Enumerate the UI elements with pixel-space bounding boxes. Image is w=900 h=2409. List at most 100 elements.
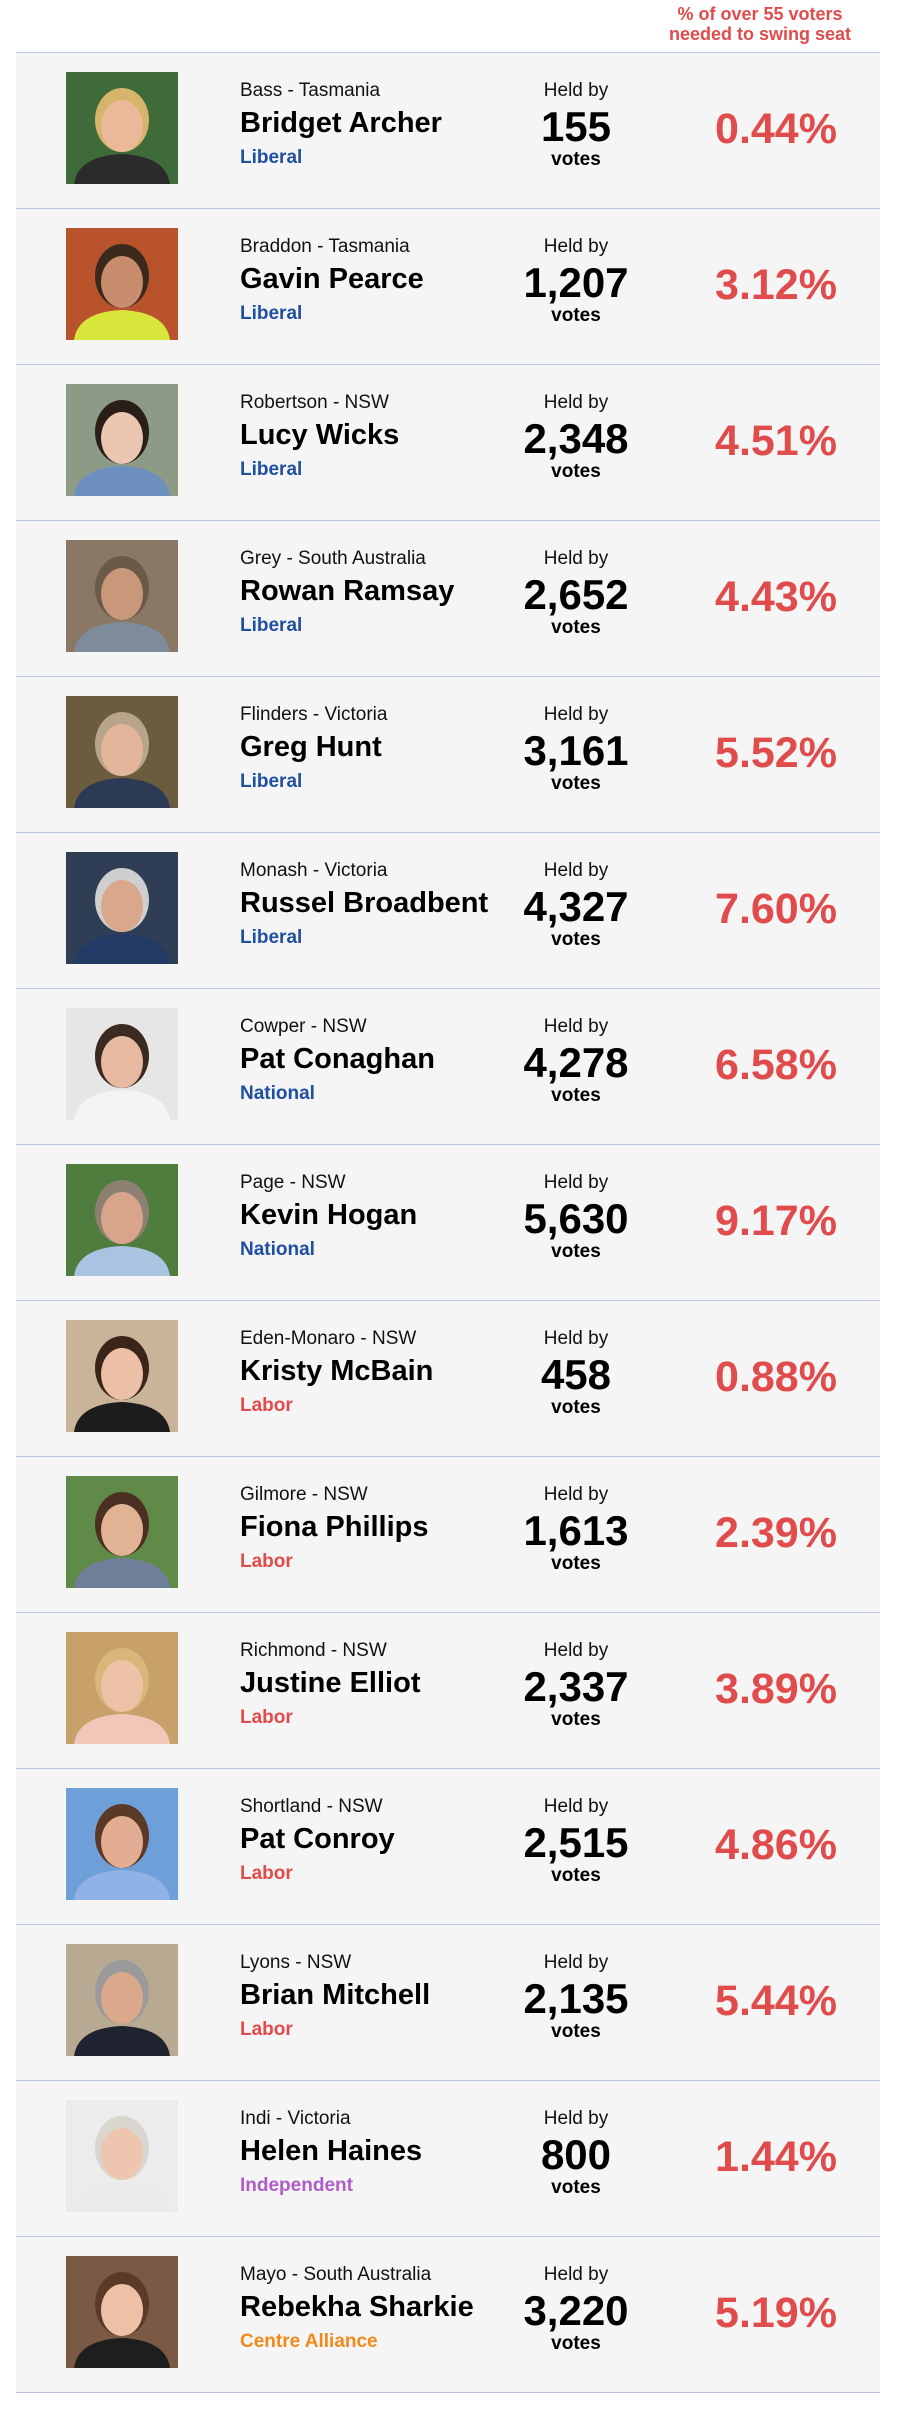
- swing-percent: 4.51%: [715, 417, 837, 465]
- candidate-name: Russel Broadbent: [240, 887, 489, 919]
- portrait-face: [101, 568, 143, 620]
- portrait-image: [66, 1320, 178, 1432]
- candidate-name: Greg Hunt: [240, 731, 382, 763]
- candidate-photo: [66, 228, 178, 340]
- party-name: Centre Alliance: [240, 2331, 378, 2352]
- votes-label: votes: [551, 1553, 601, 1574]
- seat-name: Robertson - NSW: [240, 392, 389, 413]
- seat-name: Braddon - Tasmania: [240, 236, 410, 257]
- margin-votes: 2,515: [523, 1819, 629, 1866]
- candidate-photo: [66, 1320, 178, 1432]
- party-name: Labor: [240, 1551, 293, 1572]
- portrait-face: [101, 1972, 143, 2024]
- table-row: Flinders - Victoria Greg Hunt Liberal He…: [16, 677, 880, 833]
- portrait-face: [101, 2128, 143, 2180]
- seat-name: Monash - Victoria: [240, 860, 388, 881]
- table-row: Page - NSW Kevin Hogan National Held by …: [16, 1145, 880, 1301]
- table-row: Richmond - NSW Justine Elliot Labor Held…: [16, 1613, 880, 1769]
- swing-percent: 9.17%: [715, 1197, 837, 1245]
- table-row: Monash - Victoria Russel Broadbent Liber…: [16, 833, 880, 989]
- votes-label: votes: [551, 2021, 601, 2042]
- seat-name: Page - NSW: [240, 1172, 346, 1193]
- portrait-shoulders: [74, 2338, 170, 2368]
- candidate-photo: [66, 852, 178, 964]
- party-name: Liberal: [240, 615, 303, 636]
- portrait-shoulders: [74, 622, 170, 652]
- candidate-photo: [66, 384, 178, 496]
- swing-percent: 6.58%: [715, 1041, 837, 1089]
- portrait-face: [101, 1660, 143, 1712]
- seat-name: Eden-Monaro - NSW: [240, 1328, 417, 1349]
- portrait-shoulders: [74, 1870, 170, 1900]
- margin-votes: 155: [540, 103, 612, 150]
- portrait-shoulders: [74, 2026, 170, 2056]
- held-by-label: Held by: [543, 1796, 609, 1817]
- portrait-image: [66, 1788, 178, 1900]
- candidate-name: Rebekha Sharkie: [240, 2291, 474, 2323]
- swing-percent: 2.39%: [715, 1509, 837, 1557]
- candidate-info: Mayo - South Australia Rebekha Sharkie C…: [240, 2264, 540, 2354]
- swing-percent: 5.52%: [715, 729, 837, 777]
- held-by-label: Held by: [543, 1172, 609, 1193]
- portrait-image: [66, 1164, 178, 1276]
- party-name: Liberal: [240, 771, 303, 792]
- held-by-label: Held by: [543, 2264, 609, 2285]
- held-by-label: Held by: [543, 1484, 609, 1505]
- table-row: Mayo - South Australia Rebekha Sharkie C…: [16, 2237, 880, 2393]
- party-name: Liberal: [240, 927, 303, 948]
- candidate-name: Kristy McBain: [240, 1355, 434, 1387]
- portrait-shoulders: [74, 778, 170, 808]
- portrait-image: [66, 540, 178, 652]
- swing-percent: 3.89%: [715, 1665, 837, 1713]
- candidate-info: Indi - Victoria Helen Haines Independent: [240, 2108, 540, 2198]
- portrait-face: [101, 880, 143, 932]
- party-name: Labor: [240, 1863, 293, 1884]
- held-margin: Held by 2,515 votes: [486, 1796, 666, 1887]
- candidate-name: Bridget Archer: [240, 107, 442, 139]
- seat-name: Flinders - Victoria: [240, 704, 388, 725]
- held-by-label: Held by: [543, 236, 609, 257]
- votes-label: votes: [551, 617, 601, 638]
- candidate-name: Gavin Pearce: [240, 263, 424, 295]
- portrait-face: [101, 2284, 143, 2336]
- seat-name: Shortland - NSW: [240, 1796, 383, 1817]
- held-by-label: Held by: [543, 548, 609, 569]
- candidate-name: Pat Conroy: [240, 1823, 395, 1855]
- swing-percent: 5.44%: [715, 1977, 837, 2025]
- table-row: Grey - South Australia Rowan Ramsay Libe…: [16, 521, 880, 677]
- swing-percent: 5.19%: [715, 2289, 837, 2337]
- candidate-name: Lucy Wicks: [240, 419, 400, 451]
- seat-name: Cowper - NSW: [240, 1016, 367, 1037]
- margin-votes: 1,613: [523, 1507, 629, 1554]
- votes-label: votes: [551, 305, 601, 326]
- portrait-shoulders: [74, 310, 170, 340]
- portrait-shoulders: [74, 1090, 170, 1120]
- candidate-photo: [66, 696, 178, 808]
- held-margin: Held by 458 votes: [486, 1328, 666, 1419]
- candidate-info: Lyons - NSW Brian Mitchell Labor: [240, 1952, 540, 2042]
- margin-votes: 800: [540, 2131, 612, 2178]
- portrait-face: [101, 256, 143, 308]
- party-name: Independent: [240, 2175, 353, 2196]
- candidate-info: Page - NSW Kevin Hogan National: [240, 1172, 540, 1262]
- table-header: % of over 55 voters needed to swing seat: [0, 0, 900, 52]
- held-by-label: Held by: [543, 704, 609, 725]
- portrait-image: [66, 2100, 178, 2212]
- portrait-face: [101, 100, 143, 152]
- votes-label: votes: [551, 1085, 601, 1106]
- margin-votes: 3,161: [523, 727, 629, 774]
- held-margin: Held by 3,161 votes: [486, 704, 666, 795]
- votes-label: votes: [551, 461, 601, 482]
- held-by-label: Held by: [543, 860, 609, 881]
- portrait-shoulders: [74, 466, 170, 496]
- candidate-info: Robertson - NSW Lucy Wicks Liberal: [240, 392, 540, 482]
- portrait-image: [66, 72, 178, 184]
- candidate-name: Brian Mitchell: [240, 1979, 431, 2011]
- candidate-info: Cowper - NSW Pat Conaghan National: [240, 1016, 540, 1106]
- candidate-photo: [66, 1164, 178, 1276]
- margin-votes: 458: [540, 1351, 612, 1398]
- portrait-shoulders: [74, 2182, 170, 2212]
- candidate-photo: [66, 1788, 178, 1900]
- held-margin: Held by 800 votes: [486, 2108, 666, 2199]
- swing-percent: 4.86%: [715, 1821, 837, 1869]
